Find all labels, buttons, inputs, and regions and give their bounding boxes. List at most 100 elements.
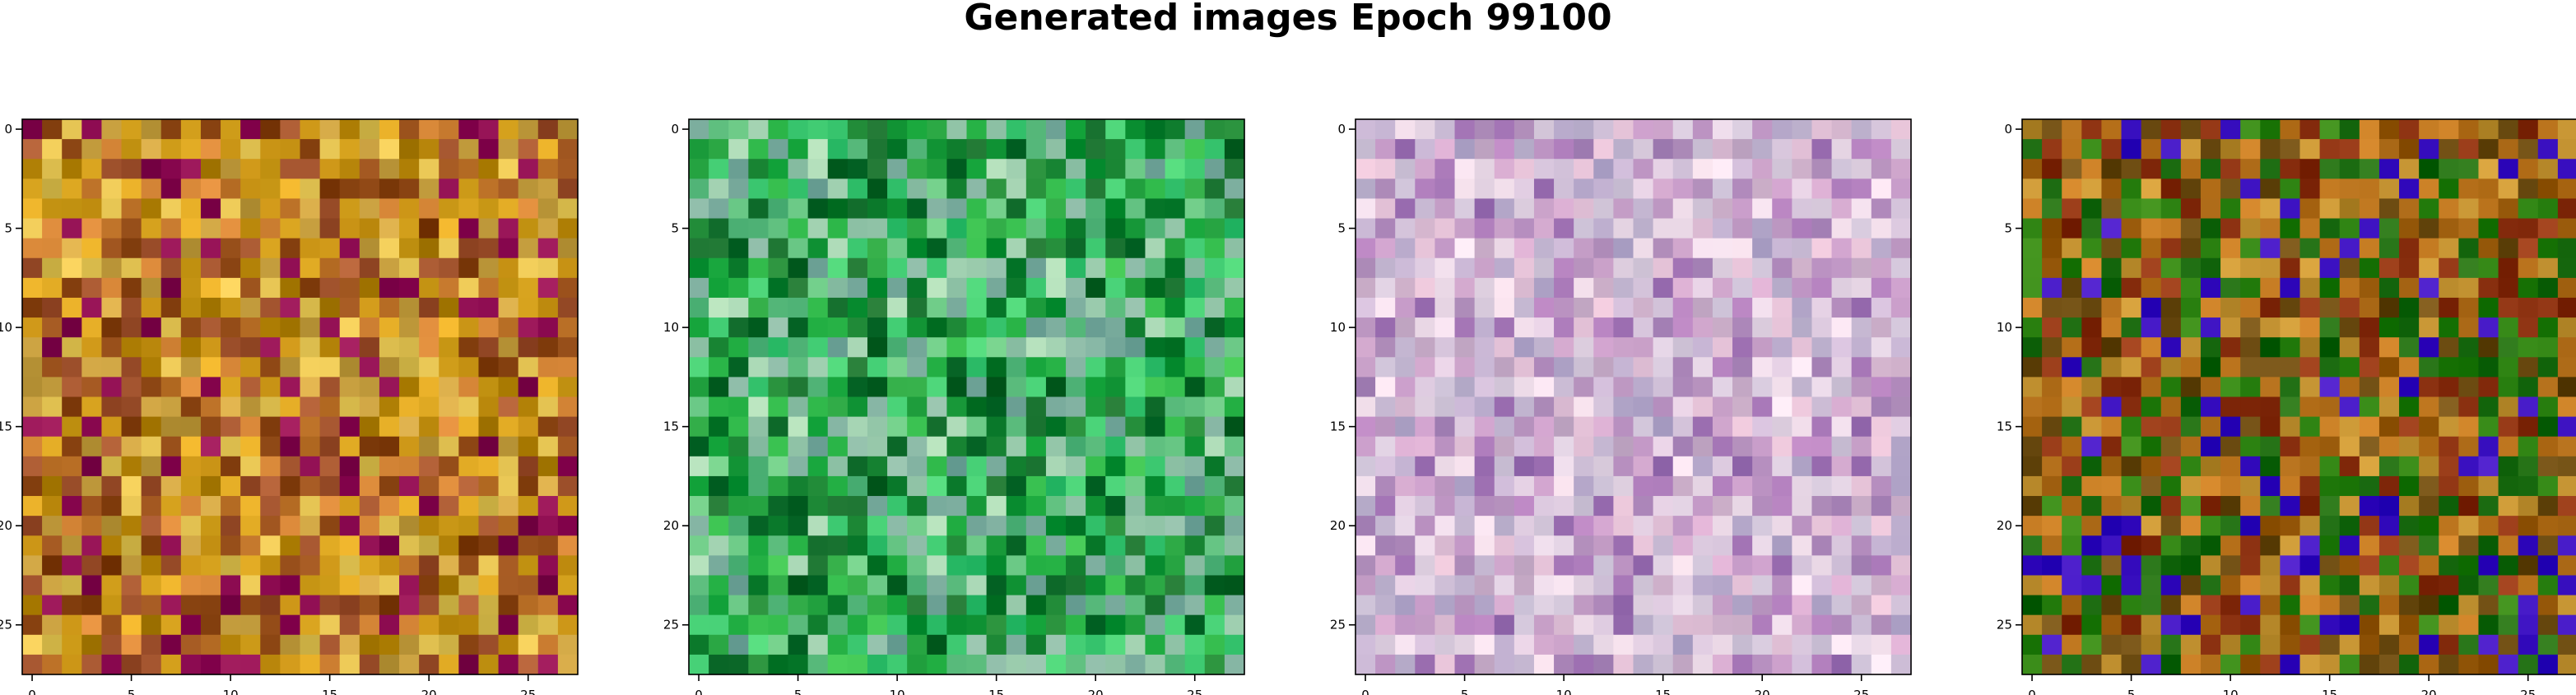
pixel-cell <box>1165 277 1186 299</box>
pixel-cell <box>2062 139 2082 160</box>
pixel-cell <box>1792 496 1813 517</box>
pixel-cell <box>807 317 829 338</box>
pixel-cell <box>2478 357 2499 378</box>
pixel-cell <box>2419 257 2439 279</box>
pixel-cell <box>1395 178 1416 200</box>
pixel-cell <box>966 496 988 517</box>
pixel-cell <box>827 614 849 636</box>
pixel-cell <box>827 297 849 318</box>
pixel-cell <box>300 654 321 675</box>
image-panel-3: 0 5 10 15 20 25 0 5 10 15 20 25 <box>1330 118 1912 695</box>
pixel-cell <box>2141 416 2162 438</box>
pixel-cell <box>1415 595 1436 616</box>
pixel-cell <box>1871 178 1892 200</box>
pixel-cell <box>1494 396 1515 418</box>
pixel-cell <box>478 654 500 675</box>
pixel-cell <box>101 257 123 279</box>
pixel-cell <box>458 297 480 318</box>
pixel-cell <box>1772 475 1793 497</box>
pixel-cell <box>2121 198 2142 220</box>
pixel-cell <box>1732 416 1753 438</box>
pixel-cell <box>1045 475 1067 497</box>
pixel-cell <box>2537 297 2559 318</box>
pixel-cell <box>1633 595 1654 616</box>
pixel-cell <box>1006 238 1027 259</box>
pixel-cell <box>1593 238 1614 259</box>
pixel-cell <box>1434 654 1456 675</box>
pixel-cell <box>2160 317 2182 338</box>
y-tick-label: 15 <box>1330 419 1346 434</box>
pixel-cell <box>1434 159 1456 179</box>
pixel-cell <box>1025 475 1047 497</box>
pixel-cell <box>1395 317 1416 338</box>
pixel-cell <box>1613 516 1634 536</box>
pixel-cell <box>2458 119 2480 140</box>
pixel-cell <box>2319 257 2341 279</box>
y-tick-label: 10 <box>0 320 12 335</box>
pixel-cell <box>768 277 789 299</box>
pixel-cell <box>1224 654 1245 675</box>
pixel-cell <box>748 178 770 200</box>
pixel-cell <box>2439 614 2459 636</box>
pixel-cell <box>2498 178 2519 200</box>
pixel-cell <box>2419 535 2439 556</box>
pixel-cell <box>827 535 849 556</box>
pixel-cell <box>907 416 928 438</box>
pixel-cell <box>2042 198 2062 220</box>
pixel-cell <box>2399 159 2420 179</box>
pixel-cell <box>1514 496 1535 517</box>
pixel-cell <box>2439 357 2459 378</box>
pixel-cell <box>339 416 360 438</box>
pixel-cell <box>1355 277 1376 299</box>
x-tick-label: 0 <box>2028 688 2036 695</box>
pixel-cell <box>1514 634 1535 656</box>
pixel-cell <box>1772 614 1793 636</box>
pixel-cell <box>1811 119 1833 140</box>
pixel-cell <box>1712 198 1733 220</box>
pixel-cell <box>1434 139 1456 160</box>
pixel-cell <box>1224 357 1245 378</box>
pixel-cell <box>728 218 749 239</box>
pixel-cell <box>2062 357 2082 378</box>
pixel-cell <box>101 535 123 556</box>
pixel-cell <box>1871 456 1892 477</box>
pixel-cell <box>537 119 559 140</box>
pixel-cell <box>2180 416 2202 438</box>
pixel-cell <box>1792 634 1813 656</box>
pixel-cell <box>907 159 928 179</box>
pixel-cell <box>379 119 400 140</box>
pixel-cell <box>537 416 559 438</box>
pixel-cell <box>2518 496 2539 517</box>
pixel-cell <box>359 238 380 259</box>
pixel-cell <box>1184 475 1206 497</box>
pixel-cell <box>2439 654 2459 675</box>
pixel-cell <box>62 297 82 318</box>
pixel-cell <box>1045 159 1067 179</box>
pixel-cell <box>2180 516 2202 536</box>
pixel-cell <box>2121 377 2142 398</box>
pixel-cell <box>2518 595 2539 616</box>
pixel-cell <box>1145 456 1166 477</box>
pixel-cell <box>1375 456 1396 477</box>
pixel-cell <box>62 396 82 418</box>
pixel-cell <box>419 436 439 457</box>
pixel-cell <box>1574 416 1594 438</box>
pixel-cell <box>1692 614 1713 636</box>
pixel-cell <box>1871 436 1892 457</box>
pixel-cell <box>2359 119 2380 140</box>
pixel-cell <box>1533 297 1555 318</box>
pixel-cell <box>748 496 770 517</box>
pixel-cell <box>1434 456 1456 477</box>
pixel-cell <box>1851 416 1872 438</box>
pixel-cell <box>1224 337 1245 358</box>
pixel-cell <box>240 297 261 318</box>
pixel-cell <box>2458 238 2480 259</box>
pixel-cell <box>2101 337 2123 358</box>
pixel-cell <box>1811 159 1833 179</box>
pixel-cell <box>2240 516 2261 536</box>
pixel-cell <box>2180 555 2202 577</box>
pixel-cell <box>2042 555 2062 577</box>
pixel-cell <box>200 119 221 140</box>
pixel-cell <box>2101 277 2123 299</box>
pixel-cell <box>689 575 709 596</box>
